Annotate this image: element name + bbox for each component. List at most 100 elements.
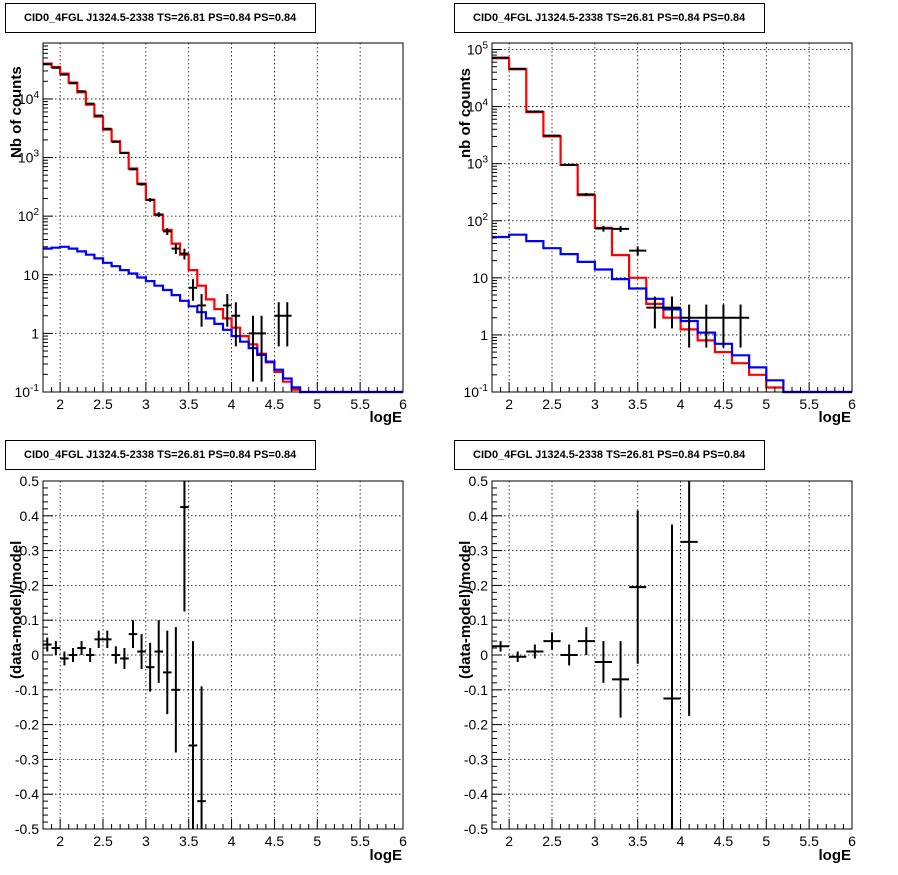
y-axis-label: Nb of counts bbox=[8, 66, 25, 158]
y-tick-label: 104 bbox=[467, 98, 489, 115]
data-point bbox=[560, 163, 578, 166]
x-tick-label: 4.5 bbox=[714, 833, 734, 849]
panel-residuals-coarse: 2 2.5 3 3.5 4 4.5 5 5.5 6 -0.5 -0.4 -0.3 -0.2 -0.1 0 0.… bbox=[449, 437, 898, 874]
y-tick-label: 105 bbox=[467, 41, 489, 58]
y-tick-label: -0.2 bbox=[464, 717, 488, 733]
data-point bbox=[43, 637, 52, 652]
y-tick-label-exp: 5 bbox=[482, 41, 488, 52]
y-tick-label: 10 bbox=[472, 270, 488, 286]
data-point bbox=[137, 634, 146, 669]
x-tick-label: 6 bbox=[848, 396, 856, 412]
y-tick-label-exp: 3 bbox=[33, 149, 39, 160]
data-point bbox=[543, 134, 561, 137]
data-point bbox=[629, 246, 647, 256]
data-point bbox=[103, 127, 112, 130]
data-point bbox=[714, 304, 732, 348]
y-tick-label: 104 bbox=[18, 90, 40, 107]
data-point bbox=[663, 296, 681, 329]
y-tick-label-exp: -1 bbox=[479, 383, 488, 394]
y-tick-label: 103 bbox=[18, 149, 40, 166]
data-point bbox=[188, 641, 198, 829]
model-source-line bbox=[492, 233, 852, 394]
y-tick-label-base: 10 bbox=[467, 42, 483, 58]
data-point bbox=[492, 641, 510, 652]
model-total-line bbox=[43, 62, 403, 394]
x-tick-label: 2.5 bbox=[93, 396, 113, 412]
x-tick-label: 3 bbox=[142, 833, 150, 849]
y-tick-label-exp: 2 bbox=[482, 212, 488, 223]
data-point bbox=[732, 304, 750, 348]
data-point bbox=[283, 302, 292, 347]
y-tick-label: 10 bbox=[23, 267, 39, 283]
y-tick-label: 10-1 bbox=[15, 383, 40, 400]
x-tick-label: 3 bbox=[591, 833, 599, 849]
data-point bbox=[94, 114, 103, 117]
data-point bbox=[680, 304, 698, 348]
data-point bbox=[526, 110, 544, 113]
x-tick-label: 5 bbox=[313, 833, 321, 849]
y-tick-label: 10-1 bbox=[464, 383, 489, 400]
data-point bbox=[526, 644, 544, 659]
data-point bbox=[128, 620, 138, 649]
y-tick-label: -0.3 bbox=[15, 751, 39, 767]
data-point bbox=[111, 646, 121, 664]
y-tick-label: -0.4 bbox=[15, 786, 39, 802]
x-tick-label: 2.5 bbox=[542, 833, 562, 849]
data-point bbox=[231, 302, 241, 347]
data-point bbox=[85, 102, 95, 105]
chart-svg: 2 2.5 3 3.5 4 4.5 5 5.5 6 -0.5 -0.4 -0.3 -0.2 -0.1 0 0.… bbox=[464, 473, 856, 849]
data-point bbox=[629, 510, 647, 664]
data-point bbox=[248, 315, 258, 382]
x-tick-label: 4 bbox=[228, 833, 236, 849]
y-tick-label: 0.5 bbox=[469, 473, 489, 489]
data-point bbox=[163, 630, 172, 715]
x-tick-label: 2.5 bbox=[93, 833, 113, 849]
y-tick-label-base: 10 bbox=[18, 150, 34, 166]
y-tick-label-base: 10 bbox=[464, 384, 480, 400]
y-tick-label: 0.3 bbox=[20, 543, 40, 559]
x-tick-label: 6 bbox=[399, 833, 407, 849]
panel-counts-fine: 2 2.5 3 3.5 4 4.5 5 5.5 6 10-1 1 10 102 103 104 CID0_4… bbox=[0, 0, 449, 437]
x-tick-label: 2 bbox=[505, 833, 513, 849]
x-tick-label: 2.5 bbox=[542, 396, 562, 412]
chart-title: CID0_4FGL J1324.5-2338 TS=26.81 PS=0.84 … bbox=[5, 3, 316, 33]
data-point bbox=[180, 248, 189, 260]
model-total-line bbox=[492, 57, 852, 394]
data-point bbox=[594, 641, 612, 683]
x-axis-label: logE bbox=[369, 847, 403, 864]
data-point bbox=[137, 182, 146, 186]
y-tick-label: -0.3 bbox=[464, 751, 488, 767]
y-tick-label-exp: 4 bbox=[33, 90, 39, 101]
data-point bbox=[77, 641, 86, 655]
y-tick-label-base: 10 bbox=[18, 91, 34, 107]
y-axis-label: (data-model)/model bbox=[8, 540, 25, 679]
x-tick-label: 4.5 bbox=[265, 396, 285, 412]
y-tick-label: -0.1 bbox=[464, 682, 488, 698]
data-point bbox=[68, 648, 78, 662]
data-point bbox=[145, 198, 155, 202]
chart-title: CID0_4FGL J1324.5-2338 TS=26.81 PS=0.84 … bbox=[454, 440, 765, 470]
y-tick-label: -0.1 bbox=[15, 682, 39, 698]
x-tick-label: 2 bbox=[56, 396, 64, 412]
data-point bbox=[612, 641, 630, 718]
chart-title: CID0_4FGL J1324.5-2338 TS=26.81 PS=0.84 … bbox=[5, 440, 316, 470]
y-axis-label: (data-model)/model bbox=[457, 540, 474, 679]
x-tick-label: 5 bbox=[762, 396, 770, 412]
y-tick-label: 0.2 bbox=[20, 577, 40, 593]
x-axis-label: logE bbox=[818, 409, 852, 426]
y-axis-label: nb of counts bbox=[457, 68, 474, 158]
y-tick-label: 0.1 bbox=[20, 612, 40, 628]
y-tick-label-base: 10 bbox=[467, 99, 483, 115]
data-point bbox=[154, 620, 163, 683]
y-tick-label-base: 10 bbox=[467, 156, 483, 172]
y-tick-label-base: 10 bbox=[15, 384, 31, 400]
data-point bbox=[223, 293, 232, 327]
chart-svg: 2 2.5 3 3.5 4 4.5 5 5.5 6 -0.5 -0.4 -0.3 -0.2 -0.1 0 0.… bbox=[15, 473, 407, 849]
data-point bbox=[560, 644, 578, 666]
data-point bbox=[154, 212, 163, 217]
data-point bbox=[163, 228, 172, 236]
y-tick-label: -0.5 bbox=[15, 821, 39, 837]
data-point bbox=[197, 686, 206, 829]
panel-counts-coarse: 2 2.5 3 3.5 4 4.5 5 5.5 6 10-1 1 10 102 103 104 105 CID… bbox=[449, 0, 898, 437]
